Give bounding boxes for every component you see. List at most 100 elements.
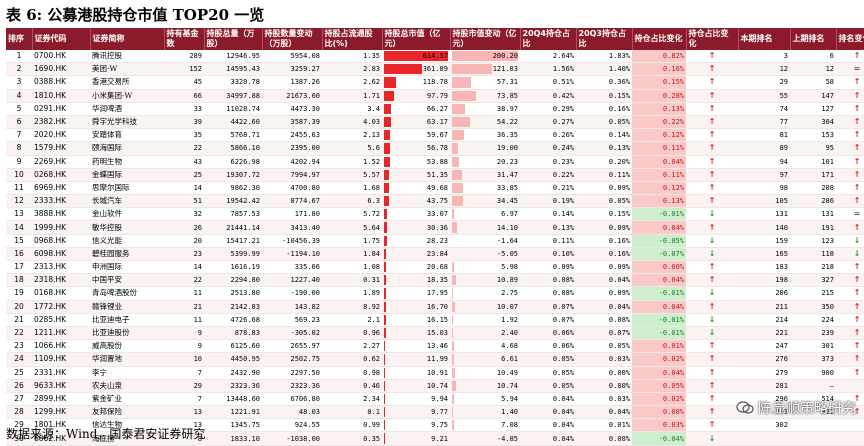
weight-change-arrow: ↑ [686, 50, 738, 64]
name-cell: 华润啤酒 [90, 102, 164, 116]
rank-cell: 24 [6, 352, 32, 367]
fund-count-cell: 11 [164, 286, 204, 301]
market-value-label: 97.79 [426, 91, 448, 100]
fund-count-cell: 9 [164, 326, 204, 341]
table-row: 23 1066.HK 威高股份 9 6125.60 2655.97 2.27 13.46 4.6… [6, 339, 864, 354]
name-cell: 香港交易所 [90, 75, 164, 90]
market-value-cell: 97.79 [382, 89, 450, 103]
fund-count-cell: 13 [164, 418, 204, 433]
weight-change-arrow: ↑ [686, 75, 738, 90]
previous-rank-cell: 95 [790, 141, 836, 156]
rank-change-arrow: ↑ [836, 50, 864, 64]
name-cell: 李宁 [90, 366, 164, 380]
fund-count-cell: 51 [164, 194, 204, 209]
table-row: 3 0388.HK 香港交易所 45 3320.78 1387.26 2.62 118.78 5… [6, 75, 864, 90]
table-row: 5 0291.HK 华润啤酒 33 11028.74 4473.30 3.4 66.27 38.… [6, 102, 864, 116]
previous-rank-cell: 191 [790, 220, 836, 235]
rank-change-arrow [836, 431, 864, 446]
market-value-cell: 16.15 [382, 313, 450, 327]
weight-change-arrow: ↑ [686, 379, 738, 393]
market-value-cell: 20.68 [382, 260, 450, 275]
mv-change-cell: 6.97 [450, 207, 520, 222]
mv-change-bar [452, 380, 456, 391]
mv-change-bar [452, 51, 518, 62]
market-value-label: 51.35 [426, 170, 448, 179]
fund-count-cell: 26 [164, 220, 204, 235]
market-value-cell: 63.17 [382, 115, 450, 130]
share-change-cell: 1227.40 [262, 273, 322, 288]
mv-change-label: 10.89 [496, 276, 518, 285]
previous-rank-cell: 123 [790, 234, 836, 248]
market-value-cell: 18.35 [382, 273, 450, 288]
mv-change-label: 14.10 [496, 223, 518, 232]
mv-change-cell: 38.97 [450, 102, 520, 116]
share-change-cell: 4202.94 [262, 155, 322, 169]
q4-weight-cell: 0.05% [520, 366, 576, 380]
previous-rank-cell: 147 [790, 89, 836, 103]
weight-change-arrow: ↑ [686, 260, 738, 275]
header-rank-change: 排名变化 [836, 28, 864, 50]
mv-change-label: 36.35 [496, 131, 518, 140]
current-rank-cell: 198 [738, 273, 790, 288]
mv-change-bar [452, 420, 455, 431]
mv-change-label: 57.31 [496, 78, 518, 87]
float-pct-cell: 1.35 [322, 50, 382, 64]
header-mv-change: 持股市值变动（亿元） [450, 28, 521, 50]
shares-cell: 6125.60 [204, 339, 262, 354]
market-value-cell: 30.36 [382, 220, 450, 235]
weight-change-cell: -0.01% [632, 313, 686, 327]
q4-weight-cell: 0.07% [520, 313, 576, 327]
table-row: 12 2333.HK 长城汽车 51 19542.42 8774.67 6.3 43.75 34… [6, 194, 864, 209]
code-cell: 2318.HK [32, 273, 90, 288]
share-change-cell: 143.82 [262, 300, 322, 314]
market-value-bar [384, 103, 391, 114]
market-value-bar [384, 64, 422, 75]
mv-change-label: 20.23 [496, 157, 518, 166]
previous-rank-cell: 239 [790, 326, 836, 341]
current-rank-cell: 3 [738, 50, 790, 64]
market-value-cell: 28.23 [382, 234, 450, 248]
mv-change-cell: 4.68 [450, 339, 520, 354]
q4-weight-cell: 0.19% [520, 194, 576, 209]
mv-change-label: -4.85 [496, 434, 518, 443]
name-cell: 比亚迪股份 [90, 326, 164, 341]
code-cell: 9633.HK [32, 379, 90, 393]
market-value-label: 30.36 [426, 223, 448, 232]
market-value-cell: 10.74 [382, 379, 450, 393]
market-value-label: 16.70 [426, 302, 448, 311]
shares-cell: 6226.98 [204, 155, 262, 169]
shares-cell: 19307.72 [204, 168, 262, 182]
fund-count-cell: 14 [164, 260, 204, 275]
weight-change-cell: 0.05% [632, 379, 686, 393]
code-cell: 0168.HK [32, 286, 90, 301]
header-q4-weight: 20Q4持仓占比 [520, 28, 577, 50]
rank-change-arrow: ↑ [836, 115, 864, 130]
rank-cell: 6 [6, 115, 32, 130]
current-rank-cell: 159 [738, 234, 790, 248]
mv-change-bar [452, 103, 465, 114]
q3-weight-cell: 0.15% [576, 89, 632, 103]
weight-change-cell: 0.00% [632, 260, 686, 275]
code-cell: 0700.HK [32, 50, 90, 64]
rank-change-arrow: ↑ [836, 89, 864, 103]
name-cell: 长城汽车 [90, 194, 164, 209]
shares-cell: 2294.80 [204, 273, 262, 288]
header-name: 证券简称 [90, 28, 165, 50]
weight-change-cell: 0.11% [632, 141, 686, 156]
rank-cell: 18 [6, 273, 32, 288]
mv-change-cell: 19.00 [450, 141, 520, 156]
float-pct-cell: 0.99 [322, 418, 382, 433]
q3-weight-cell: 0.00% [576, 366, 632, 380]
market-value-bar [384, 235, 387, 246]
mv-change-cell: 7.08 [450, 418, 520, 433]
previous-rank-cell: 301 [790, 339, 836, 354]
share-change-cell: 7994.97 [262, 168, 322, 182]
weight-change-cell: 0.00% [632, 405, 686, 420]
market-value-label: 9.77 [431, 408, 448, 417]
header-share-change: 持股数量变动（万股） [262, 28, 323, 50]
code-cell: 0388.HK [32, 75, 90, 90]
mv-change-bar [452, 314, 453, 325]
header-weight-change-dir: 持仓占比变化 [686, 28, 739, 50]
share-change-cell: 6706.80 [262, 392, 322, 407]
header-q3-weight: 20Q3持仓占比 [576, 28, 633, 50]
